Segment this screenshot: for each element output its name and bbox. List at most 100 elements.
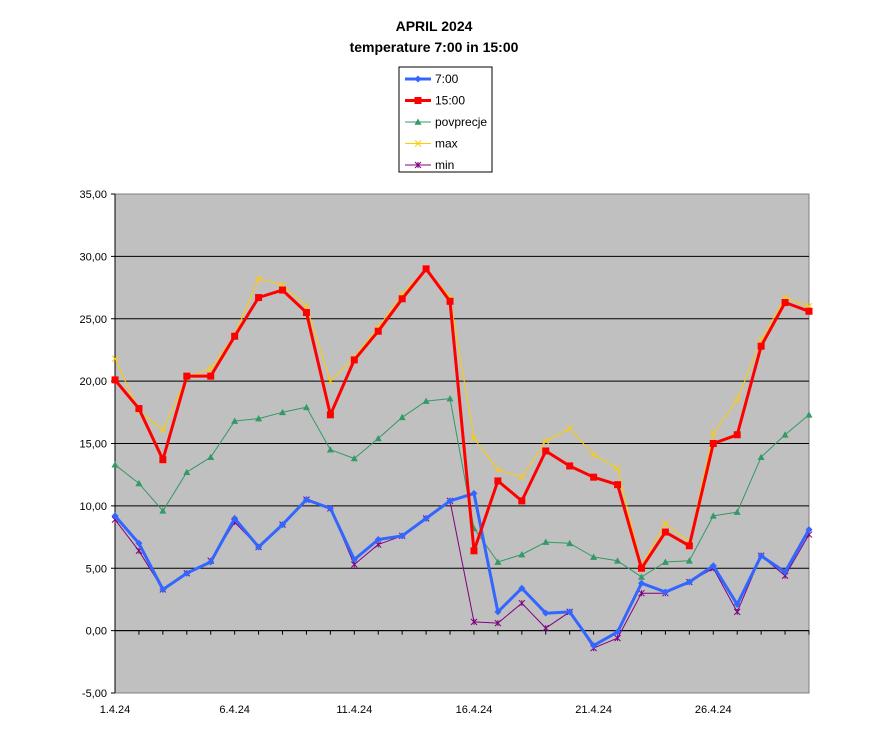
x-tick-label: 21.4.24 bbox=[575, 704, 612, 716]
data-point bbox=[518, 551, 526, 558]
data-point bbox=[422, 265, 430, 273]
data-point bbox=[111, 461, 119, 468]
data-point bbox=[414, 161, 422, 169]
data-point bbox=[518, 599, 526, 607]
data-point bbox=[255, 275, 262, 283]
legend-item: max bbox=[405, 137, 458, 151]
legend-item: min bbox=[405, 158, 454, 172]
data-point bbox=[637, 573, 645, 580]
data-point bbox=[111, 376, 119, 384]
data-point bbox=[231, 332, 239, 340]
data-point bbox=[757, 453, 765, 461]
data-point bbox=[614, 634, 621, 642]
data-point bbox=[398, 532, 406, 540]
x-tick-label: 1.4.24 bbox=[100, 704, 131, 716]
data-point bbox=[446, 395, 454, 402]
legend-label: max bbox=[435, 137, 458, 151]
y-tick-label: 0,00 bbox=[86, 626, 107, 638]
data-point bbox=[374, 536, 382, 544]
data-point bbox=[709, 562, 717, 570]
data-point bbox=[637, 564, 645, 572]
data-point bbox=[566, 462, 574, 470]
series-line bbox=[113, 267, 810, 570]
x-tick-label: 26.4.24 bbox=[695, 704, 732, 716]
data-point bbox=[302, 496, 310, 504]
data-point bbox=[326, 411, 334, 419]
chart-subtitle: temperature 7:00 in 15:00 bbox=[350, 39, 519, 55]
chart-title: APRIL 2024 bbox=[396, 18, 473, 34]
y-tick-label: 20,00 bbox=[79, 376, 107, 388]
data-point bbox=[135, 405, 143, 413]
data-point bbox=[590, 451, 597, 459]
legend-item: povprecje bbox=[405, 115, 487, 129]
data-point bbox=[327, 377, 334, 385]
x-tick-label: 16.4.24 bbox=[456, 704, 493, 716]
data-point bbox=[757, 552, 765, 560]
data-point bbox=[183, 468, 191, 475]
data-point bbox=[350, 356, 358, 364]
data-point bbox=[255, 415, 263, 422]
data-point bbox=[542, 447, 550, 455]
data-point bbox=[231, 514, 239, 522]
y-tick-label: 25,00 bbox=[79, 314, 107, 326]
data-point bbox=[302, 403, 310, 411]
data-point bbox=[494, 608, 502, 616]
data-point bbox=[614, 557, 622, 564]
data-point bbox=[326, 504, 334, 512]
data-point bbox=[350, 556, 358, 564]
data-point bbox=[614, 465, 621, 472]
data-point bbox=[279, 408, 287, 416]
data-point bbox=[183, 372, 191, 380]
data-point bbox=[637, 579, 645, 587]
series-15:00 bbox=[111, 265, 813, 572]
data-point bbox=[279, 521, 287, 529]
legend-box bbox=[398, 66, 493, 173]
series-line bbox=[114, 398, 810, 578]
data-point bbox=[111, 355, 119, 363]
legend: 7:00 15:00 povprecje max min bbox=[398, 66, 493, 173]
y-tick-label: 10,00 bbox=[79, 501, 107, 513]
data-point bbox=[422, 514, 430, 522]
data-point bbox=[733, 396, 741, 404]
data-point bbox=[805, 411, 813, 418]
data-point bbox=[159, 507, 167, 514]
y-tick-label: -5,00 bbox=[82, 688, 107, 700]
data-point bbox=[159, 426, 167, 434]
data-point bbox=[470, 435, 478, 442]
data-point bbox=[111, 512, 119, 520]
data-point bbox=[494, 477, 502, 485]
data-point bbox=[733, 608, 741, 616]
data-point bbox=[638, 589, 645, 597]
data-point bbox=[302, 309, 310, 317]
data-point bbox=[231, 417, 239, 424]
data-point bbox=[398, 295, 406, 303]
data-point bbox=[159, 585, 167, 593]
data-point bbox=[805, 526, 813, 534]
data-point bbox=[518, 497, 526, 505]
data-point bbox=[733, 600, 741, 608]
data-point bbox=[566, 539, 574, 547]
data-point bbox=[685, 578, 693, 586]
y-tick-labels: -5,00 0,00 5,00 10,00 15,00 20,00 25,00 30,00 35… bbox=[79, 189, 107, 700]
y-tick-label: 5,00 bbox=[86, 563, 107, 575]
series-lines bbox=[111, 265, 813, 652]
data-point bbox=[494, 466, 502, 474]
data-point bbox=[350, 454, 358, 462]
legend-label: povprecje bbox=[435, 115, 487, 129]
data-point bbox=[398, 413, 406, 421]
data-point bbox=[590, 642, 598, 650]
data-point bbox=[414, 140, 422, 147]
data-point bbox=[614, 628, 622, 636]
series-7:00 bbox=[111, 489, 813, 650]
data-point bbox=[207, 558, 215, 566]
data-point bbox=[494, 619, 502, 627]
data-point bbox=[326, 446, 334, 453]
data-point bbox=[661, 588, 669, 596]
x-tick-label: 6.4.24 bbox=[219, 704, 250, 716]
y-tick-label: 15,00 bbox=[79, 439, 107, 451]
y-tick-label: 35,00 bbox=[79, 189, 107, 201]
data-point bbox=[805, 307, 813, 315]
data-point bbox=[781, 299, 789, 307]
legend-item: 7:00 bbox=[405, 72, 459, 86]
data-point bbox=[662, 519, 669, 527]
